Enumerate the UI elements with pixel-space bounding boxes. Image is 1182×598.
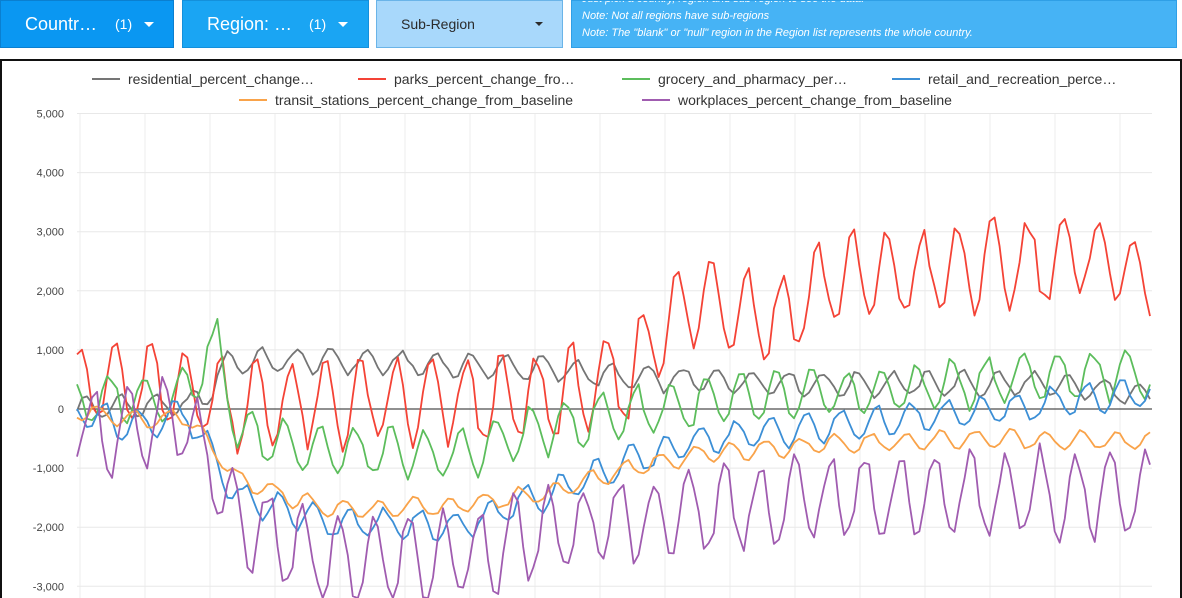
chevron-down-icon	[144, 21, 155, 27]
y-tick-label: 0	[58, 404, 64, 416]
note-line: Note: Not all regions have sub-regions	[582, 10, 770, 22]
chevron-down-icon	[338, 21, 349, 27]
legend-label-workplaces: workplaces_percent_change_from_baseline	[677, 92, 952, 108]
series-line-workplaces	[76, 376, 1151, 598]
y-tick-label: -3,000	[33, 581, 64, 593]
legend-label-parks: parks_percent_change_fro…	[394, 71, 575, 87]
subregion-filter-label: Sub-Region	[401, 16, 475, 32]
region-filter-count: (1)	[309, 16, 327, 32]
y-tick-label: 3,000	[36, 227, 64, 239]
y-tick-label: 2,000	[36, 286, 64, 298]
y-tick-label: -2,000	[33, 522, 64, 534]
legend-label-retail: retail_and_recreation_perce…	[928, 71, 1116, 87]
legend-label-transit: transit_stations_percent_change_from_bas…	[275, 92, 573, 108]
y-tick-label: 4,000	[36, 168, 64, 180]
region-filter-dropdown[interactable]: Region: … (1)	[182, 0, 369, 48]
legend-label-residential: residential_percent_change…	[128, 71, 314, 87]
chevron-down-icon	[535, 22, 543, 26]
chart-panel: 5,000 4,000 3,000 2,000 1,000 0 -1,000 -2,000 -3…	[0, 59, 1182, 598]
y-tick-label: 5,000	[36, 109, 64, 121]
country-filter-dropdown[interactable]: Countr… (1)	[0, 0, 174, 48]
series-line-transit	[76, 405, 1151, 518]
note-line: Note: The "blank" or "null" region in th…	[582, 27, 973, 39]
region-filter-label: Region: …	[207, 13, 293, 34]
country-filter-label: Countr…	[25, 13, 98, 34]
series-line-retail	[76, 379, 1151, 542]
line-chart: 5,000 4,000 3,000 2,000 1,000 0 -1,000 -2,000 -3…	[33, 71, 1152, 598]
y-tick-label: 1,000	[36, 345, 64, 357]
series-line-parks	[76, 216, 1151, 455]
subregion-filter-dropdown[interactable]: Sub-Region	[376, 0, 563, 48]
series-line-grocery	[76, 318, 1151, 481]
country-filter-count: (1)	[115, 16, 133, 32]
legend-label-grocery: grocery_and_pharmacy_per…	[658, 71, 847, 87]
note-line: Just pick a country, region and sub-regi…	[582, 1, 1166, 8]
y-tick-label: -1,000	[33, 463, 64, 475]
instructions-note: Just pick a country, region and sub-regi…	[571, 0, 1177, 48]
